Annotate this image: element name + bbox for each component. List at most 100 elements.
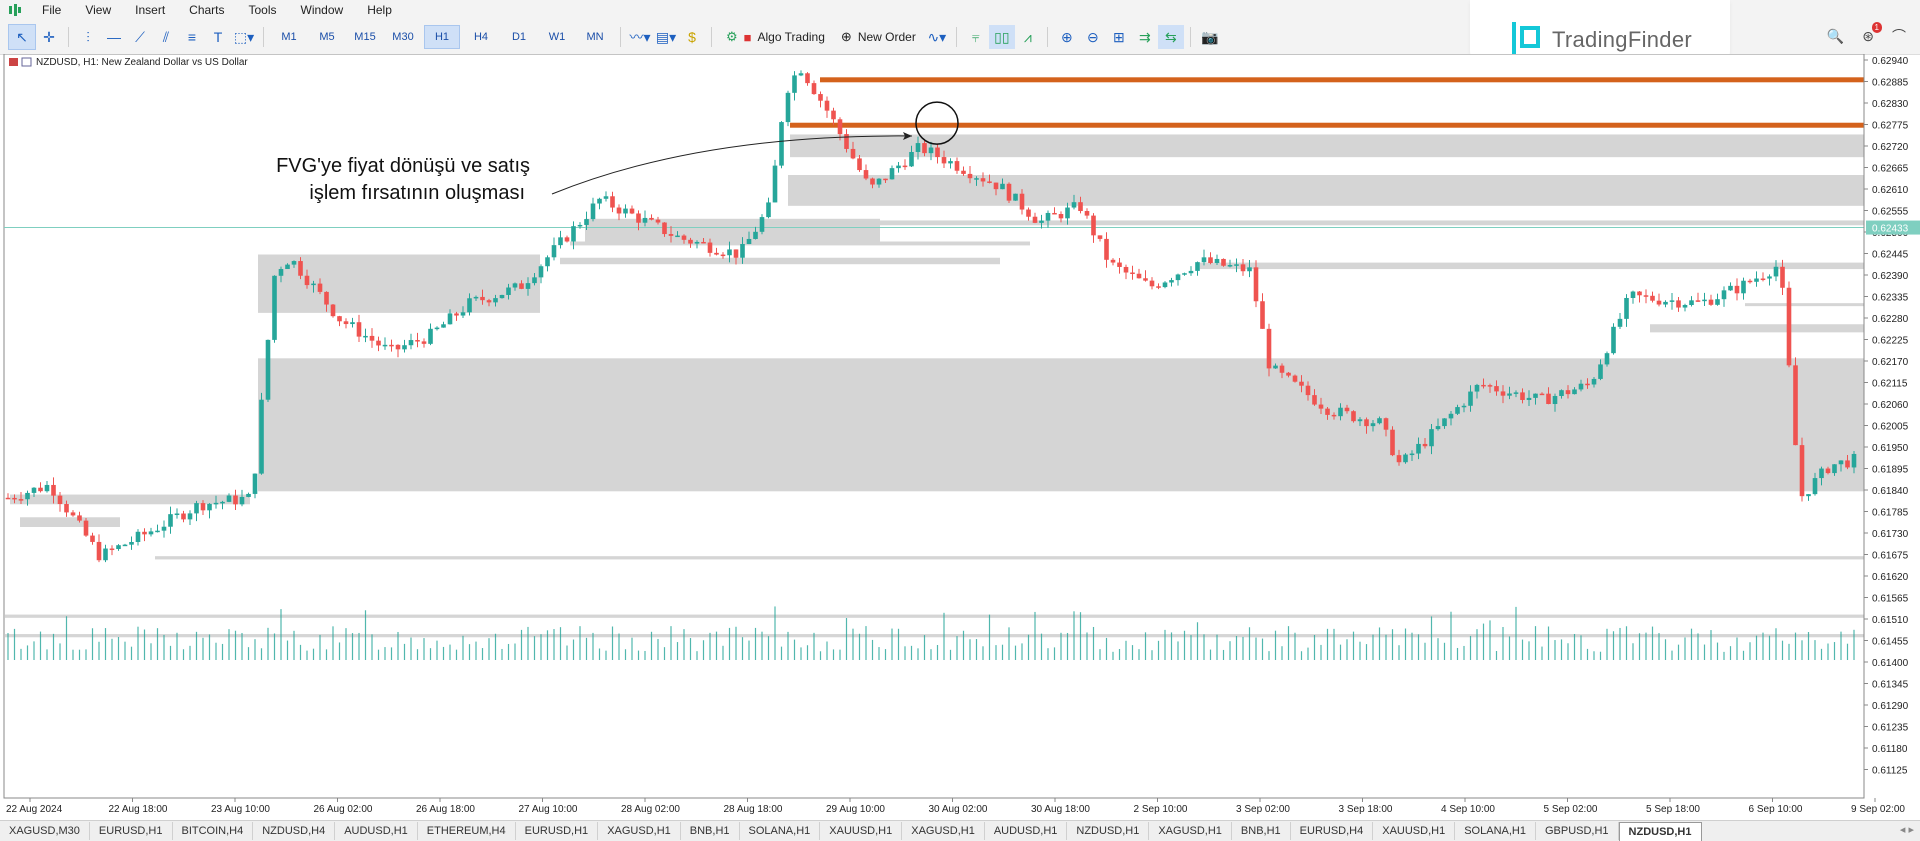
timeframe-m5[interactable]: M5 xyxy=(319,31,335,43)
candle-body xyxy=(551,245,557,258)
candle-body xyxy=(1539,393,1545,396)
time-label: 26 Aug 18:00 xyxy=(416,804,475,815)
grid-icon[interactable]: ⊞ xyxy=(1112,28,1125,45)
candle-body xyxy=(623,208,628,214)
candle-body xyxy=(1780,266,1785,288)
symbol-tab[interactable]: SOLANA,H1 xyxy=(740,822,821,840)
menu-help[interactable]: Help xyxy=(367,3,392,17)
fibonacci-icon[interactable]: ≡ xyxy=(187,29,197,45)
timeframe-m30[interactable]: M30 xyxy=(392,31,414,43)
timeframe-w1[interactable]: W1 xyxy=(548,31,566,43)
candle-body xyxy=(1344,407,1350,412)
price-chart[interactable]: FVG'ye fiyat dönüşü ve satış işlem fırsat… xyxy=(0,53,1920,820)
symbol-tab[interactable]: XAUUSD,H1 xyxy=(1373,822,1456,840)
symbol-tab[interactable]: NZDUSD,H4 xyxy=(253,822,336,840)
symbol-tab[interactable]: XAGUSD,H1 xyxy=(598,822,681,840)
timeframe-h4[interactable]: H4 xyxy=(473,31,489,43)
candle-body xyxy=(1565,390,1571,395)
candle-body xyxy=(473,296,479,299)
zoom-in-icon[interactable]: ⊕ xyxy=(1060,28,1073,45)
candle-body xyxy=(1806,494,1811,497)
autoscroll-icon[interactable]: ⇉ xyxy=(1138,28,1151,45)
time-label: 29 Aug 10:00 xyxy=(826,804,885,815)
price-label: 0.62115 xyxy=(1872,379,1908,390)
candle-body xyxy=(811,83,817,95)
notifications-icon[interactable]: ⊛ 1 xyxy=(1862,21,1882,45)
zoom-out-icon[interactable]: ⊖ xyxy=(1086,28,1099,45)
symbol-tab[interactable]: EURUSD,H1 xyxy=(90,822,173,840)
algo-trading-button[interactable]: ⚙ ■ Algo Trading xyxy=(718,29,833,45)
text-tool-icon[interactable]: T xyxy=(213,29,223,45)
symbol-tab[interactable]: NZDUSD,H1 xyxy=(1618,821,1702,841)
price-label: 0.62280 xyxy=(1872,314,1909,325)
tab-scroll-arrows-icon[interactable]: ◂ ▸ xyxy=(1899,824,1914,836)
candle-body xyxy=(928,147,934,154)
menu-window[interactable]: Window xyxy=(300,3,344,17)
symbol-tab[interactable]: XAGUSD,H1 xyxy=(902,822,985,840)
candle-body xyxy=(77,515,82,521)
menu-charts[interactable]: Charts xyxy=(189,3,225,17)
candle-body xyxy=(1578,383,1584,390)
menu-file[interactable]: File xyxy=(42,3,62,17)
symbol-tab[interactable]: SOLANA,H1 xyxy=(1455,822,1536,840)
timeframe-m1[interactable]: M1 xyxy=(281,31,297,43)
symbol-tab[interactable]: ETHEREUM,H4 xyxy=(418,822,516,840)
symbol-tab[interactable]: XAGUSD,M30 xyxy=(0,822,90,840)
chart-symbol-icon xyxy=(9,58,18,66)
candle-body xyxy=(837,119,843,135)
fvg-zone xyxy=(20,517,120,527)
price-label: 0.62390 xyxy=(1872,271,1909,282)
symbol-tab[interactable]: XAUUSD,H1 xyxy=(820,822,903,840)
candle-body xyxy=(369,335,375,341)
symbol-tab[interactable]: EURUSD,H1 xyxy=(516,822,599,840)
symbol-tab[interactable]: BNB,H1 xyxy=(1232,822,1291,840)
timeframe-h1[interactable]: H1 xyxy=(424,25,460,49)
time-label: 22 Aug 2024 xyxy=(6,804,63,815)
symbol-tab[interactable]: NZDUSD,H1 xyxy=(1067,822,1150,840)
new-order-button[interactable]: ⊕ New Order xyxy=(833,29,924,45)
templates-icon[interactable]: ▤▾ xyxy=(655,28,677,45)
symbol-tab[interactable]: AUDUSD,H1 xyxy=(335,822,418,840)
screenshot-icon[interactable]: 📷 xyxy=(1201,28,1219,45)
trend-line-icon[interactable]: ⟋ xyxy=(135,28,145,45)
chart-area[interactable]: FVG'ye fiyat dönüşü ve satış işlem fırsat… xyxy=(0,53,1920,820)
timeframe-mn[interactable]: MN xyxy=(586,31,604,43)
candlestick-icon[interactable]: ▯▯ xyxy=(988,25,1015,49)
chart-shift-icon[interactable]: ⇆ xyxy=(1157,25,1184,49)
candle-body xyxy=(1533,393,1538,398)
symbol-tab[interactable]: XAGUSD,H1 xyxy=(1149,822,1232,840)
menu-tools[interactable]: Tools xyxy=(248,3,277,17)
signals-icon[interactable]: ⌒ xyxy=(1892,28,1906,44)
candle-body xyxy=(103,548,108,561)
chart-type-icon[interactable]: 〰▾ xyxy=(629,29,651,45)
vertical-line-icon[interactable]: ⫶ xyxy=(86,28,90,45)
candle-body xyxy=(109,548,115,551)
crosshair-icon[interactable]: ✛ xyxy=(43,28,55,45)
candle-body xyxy=(1240,264,1246,272)
candle-body xyxy=(1162,282,1168,288)
shapes-icon[interactable]: ⬚▾ xyxy=(233,28,255,45)
candle-body xyxy=(1429,429,1434,447)
symbol-tab[interactable]: AUDUSD,H1 xyxy=(985,822,1068,840)
search-icon[interactable]: 🔍 xyxy=(1826,27,1845,44)
timeframe-d1[interactable]: D1 xyxy=(511,31,527,43)
line-chart-icon[interactable]: ⩘ xyxy=(1023,28,1032,45)
price-label: 0.62170 xyxy=(1872,357,1909,368)
channel-icon[interactable]: ⫽ xyxy=(162,28,170,45)
candle-body xyxy=(792,75,797,93)
indicators-icon[interactable]: ∿▾ xyxy=(927,28,947,45)
dollar-icon[interactable]: $ xyxy=(688,29,696,45)
symbol-tab[interactable]: BNB,H1 xyxy=(681,822,740,840)
bar-chart-icon[interactable]: ⫧ xyxy=(971,28,980,45)
symbol-tab[interactable]: EURUSD,H4 xyxy=(1291,822,1374,840)
cursor-icon[interactable]: ↖ xyxy=(8,24,36,50)
candle-body xyxy=(1292,375,1298,382)
symbol-tab[interactable]: BITCOIN,H4 xyxy=(173,822,254,840)
annotation-text-line2: işlem fırsatının oluşması xyxy=(309,182,525,204)
symbol-tab[interactable]: GBPUSD,H1 xyxy=(1536,822,1619,840)
timeframe-m15[interactable]: M15 xyxy=(354,31,376,43)
toolbar-separator xyxy=(620,27,621,47)
menu-insert[interactable]: Insert xyxy=(135,3,166,17)
menu-view[interactable]: View xyxy=(85,3,112,17)
horizontal-line-icon[interactable]: — xyxy=(107,29,121,45)
